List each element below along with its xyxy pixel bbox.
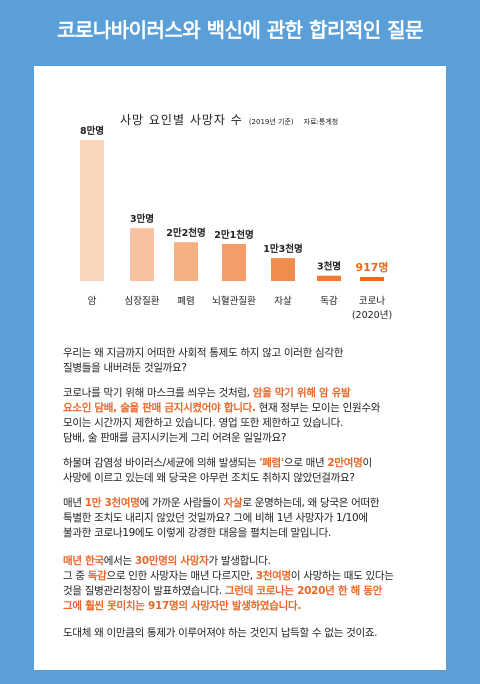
bar-0 [80,140,104,281]
text-line: 질병들을 내버려둔 것일까요? [63,361,423,376]
text-line: 불과한 코로나19에도 이렇게 강경한 대응을 펼치는데 말입니다. [63,526,423,541]
bar-2 [174,242,198,281]
highlighted-text: 매년 한국 [63,555,104,567]
highlighted-text: 암을 막기 위해 암 유발 [253,387,351,399]
highlighted-text: 자살 [224,497,243,509]
highlighted-text: 그에 훨씬 못미치는 917명의 사망자만 발생하였습니다. [63,600,301,612]
body-text: 그 중 [63,570,88,582]
value-label-1: 3만명 [130,213,154,225]
body-text: 사망에 이르고 있는데 왜 당국은 아무런 조치도 취하지 않았던걸까요? [63,472,355,484]
text-line: 우리는 왜 지금까지 어떠한 사회적 통제도 하지 않고 이러한 심각한 [63,346,423,361]
category-label-6: (2020년) [352,310,392,321]
paragraph-4: 매년 1만 3천여명에 가까운 사람들이 자살로 운명하는데, 왜 당국은 어떠… [63,496,423,541]
body-text: 모이는 시간까지 제한하고 있습니다. 영업 또한 제한하고 있습니다. [63,417,343,429]
bar-3 [222,244,246,281]
body-text: 으로 매년 [284,457,328,469]
body-text: 질병들을 내버려둔 것일까요? [63,362,187,374]
paragraph-3: 하물며 감염성 바이러스/세균에 의해 발생되는 '폐렴'으로 매년 2만여명이… [63,456,423,486]
text-line: 그에 훨씬 못미치는 917명의 사망자만 발생하였습니다. [63,599,423,614]
content-card: 사망 요인별 사망자 수 (2019년 기준) 자료:통계청 8만명 암 3만명 심장질환… [34,66,446,670]
category-label-5: 독감 [320,295,338,307]
paragraph-6: 도대체 왜 이만큼의 통제가 이루어져야 하는 것인지 납득할 수 없는 것이죠… [63,626,423,641]
text-line: 도대체 왜 이만큼의 통제가 이루어져야 하는 것인지 납득할 수 없는 것이죠… [63,626,423,641]
value-label-3: 2만1천명 [214,229,253,241]
body-text: 으로 인한 사망자는 매년 다르지만, [107,570,256,582]
category-label-3: 뇌혈관질환 [212,295,256,307]
highlighted-text: 요소인 담배, 술을 판매 금지시켰어야 합니다. [63,402,256,414]
headline: 코로나바이러스와 백신에 관한 합리적인 질문 [0,14,480,43]
highlighted-text: 독감 [88,570,107,582]
highlighted-text: 2만여명 [327,457,362,469]
text-line: 사망에 이르고 있는데 왜 당국은 아무런 조치도 취하지 않았던걸까요? [63,471,423,486]
category-label-1: 심장질환 [125,295,160,307]
body-text: 것을 질병관리청장이 발표하였습니다. [63,585,225,597]
text-line: 요소인 담배, 술을 판매 금지시켰어야 합니다. 현재 정부는 모이는 인원수… [63,401,423,416]
text-line: 코로나를 막기 위해 마스크를 씌우는 것처럼, 암을 막기 위해 암 유발 [63,386,423,401]
body-text: 에 가까운 사람들이 [140,497,224,509]
paragraph-2: 코로나를 막기 위해 마스크를 씌우는 것처럼, 암을 막기 위해 암 유발 요소… [63,386,423,446]
bar-6 [360,277,384,281]
text-line: 그 중 독감으로 인한 사망자는 매년 다르지만, 3천여명이 사망하는 때도 … [63,569,423,584]
value-label-0: 8만명 [80,125,104,137]
text-line: 매년 한국에서는 30만명의 사망자가 발생합니다. [63,554,423,569]
body-text: 매년 [63,497,85,509]
value-label-4: 1만3천명 [263,243,302,255]
text-line: 하물며 감염성 바이러스/세균에 의해 발생되는 '폐렴'으로 매년 2만여명이 [63,456,423,471]
body-text: 현재 정부는 모이는 인원수와 [256,402,380,414]
text-line: 매년 1만 3천여명에 가까운 사람들이 자살로 운명하는데, 왜 당국은 어떠… [63,496,423,511]
category-label-0: 암 [88,295,97,307]
body-text: 담배, 술 판매를 금지시키는게 그리 어려운 일일까요? [63,432,286,444]
paragraph-5: 매년 한국에서는 30만명의 사망자가 발생합니다. 그 중 독감으로 인한 사망… [63,554,423,614]
body-text: 우리는 왜 지금까지 어떠한 사회적 통제도 하지 않고 이러한 심각한 [63,347,343,359]
value-label-2: 2만2천명 [166,227,205,239]
body-text: 하물며 감염성 바이러스/세균에 의해 발생되는 [63,457,259,469]
text-line: 특별한 조치도 내리지 않았던 것일까요? 그에 비해 1년 사망자가 1/10… [63,511,423,526]
bar-1 [130,228,154,281]
body-text: 도대체 왜 이만큼의 통제가 이루어져야 하는 것인지 납득할 수 없는 것이죠… [63,627,377,639]
value-label-6: 917명 [355,260,388,274]
category-label-6: 코로나 [359,296,385,307]
highlighted-text: 1만 3천여명 [85,497,140,509]
highlighted-text: '폐렴' [259,457,284,469]
text-line: 모이는 시간까지 제한하고 있습니다. 영업 또한 제한하고 있습니다. [63,416,423,431]
highlighted-text: 30만명의 사망자 [135,555,209,567]
category-label-4: 자살 [274,296,292,307]
bar-4 [271,258,295,281]
body-text: 특별한 조치도 내리지 않았던 것일까요? 그에 비해 1년 사망자가 1/10… [63,512,368,524]
highlighted-text: 3천여명 [256,570,291,582]
body-text: 에서는 [104,555,135,567]
body-text: 불과한 코로나19에도 이렇게 강경한 대응을 펼치는데 말입니다. [63,527,331,539]
highlighted-text: 그런데 코로나는 2020년 한 해 동안 [225,585,382,597]
text-line: 담배, 술 판매를 금지시키는게 그리 어려운 일일까요? [63,431,423,446]
body-text: 코로나를 막기 위해 마스크를 씌우는 것처럼, [63,387,253,399]
category-label-2: 폐렴 [177,295,194,307]
body-text: 로 운명하는데, 왜 당국은 어떠한 [242,497,379,509]
body-text: 가 발생합니다. [208,555,270,567]
text-line: 것을 질병관리청장이 발표하였습니다. 그런데 코로나는 2020년 한 해 동… [63,584,423,599]
value-label-5: 3천명 [317,261,341,273]
body-text: 이 사망하는 때도 있다는 [291,570,394,582]
body-text: 이 [362,457,371,469]
bar-5 [317,276,341,281]
